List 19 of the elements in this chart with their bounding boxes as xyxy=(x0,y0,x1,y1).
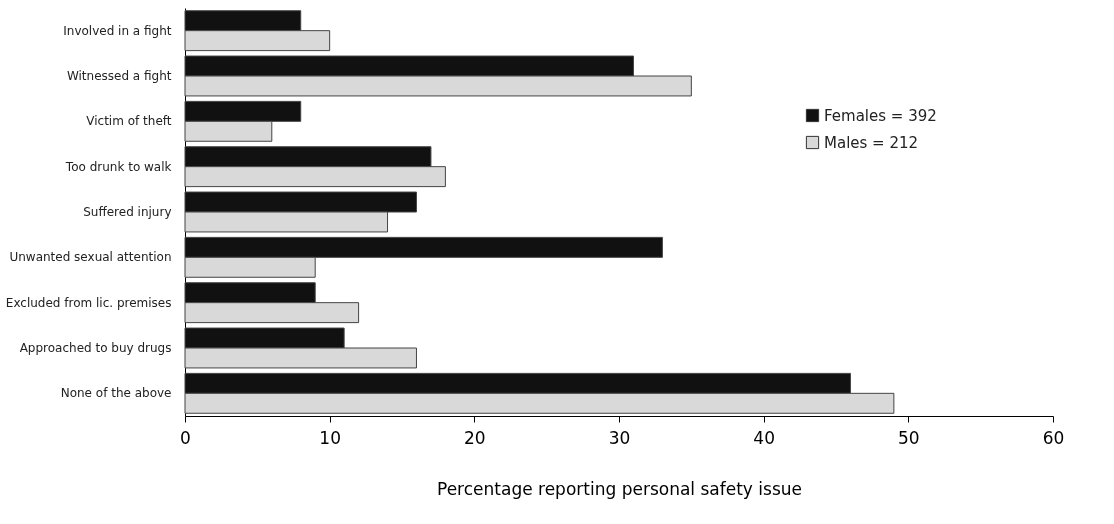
x-tick-label: 30 xyxy=(608,427,631,448)
x-axis-title: Percentage reporting personal safety issue xyxy=(437,478,802,499)
y-tick-label: Excluded from lic. premises xyxy=(5,295,172,310)
x-tick-label: 0 xyxy=(180,427,191,448)
y-tick-label: Unwanted sexual attention xyxy=(9,250,172,265)
y-tick-label: Victim of theft xyxy=(86,114,172,129)
y-tick-label: Approached to buy drugs xyxy=(19,341,172,355)
y-tick-label: None of the above xyxy=(60,386,172,401)
y-tick-label: Involved in a fight xyxy=(63,23,172,38)
x-tick-label: 20 xyxy=(464,427,486,448)
y-tick-label: Suffered injury xyxy=(83,205,172,219)
x-tick-label: 50 xyxy=(898,427,920,448)
legend-label: Females = 392 xyxy=(824,106,937,125)
x-tick-label: 40 xyxy=(753,427,775,448)
x-tick-label: 10 xyxy=(319,427,341,448)
x-tick-label: 60 xyxy=(1042,427,1065,448)
legend-label: Males = 212 xyxy=(824,133,919,152)
y-tick-label: Too drunk to walk xyxy=(64,159,172,174)
y-tick-label: Witnessed a fight xyxy=(66,69,172,83)
